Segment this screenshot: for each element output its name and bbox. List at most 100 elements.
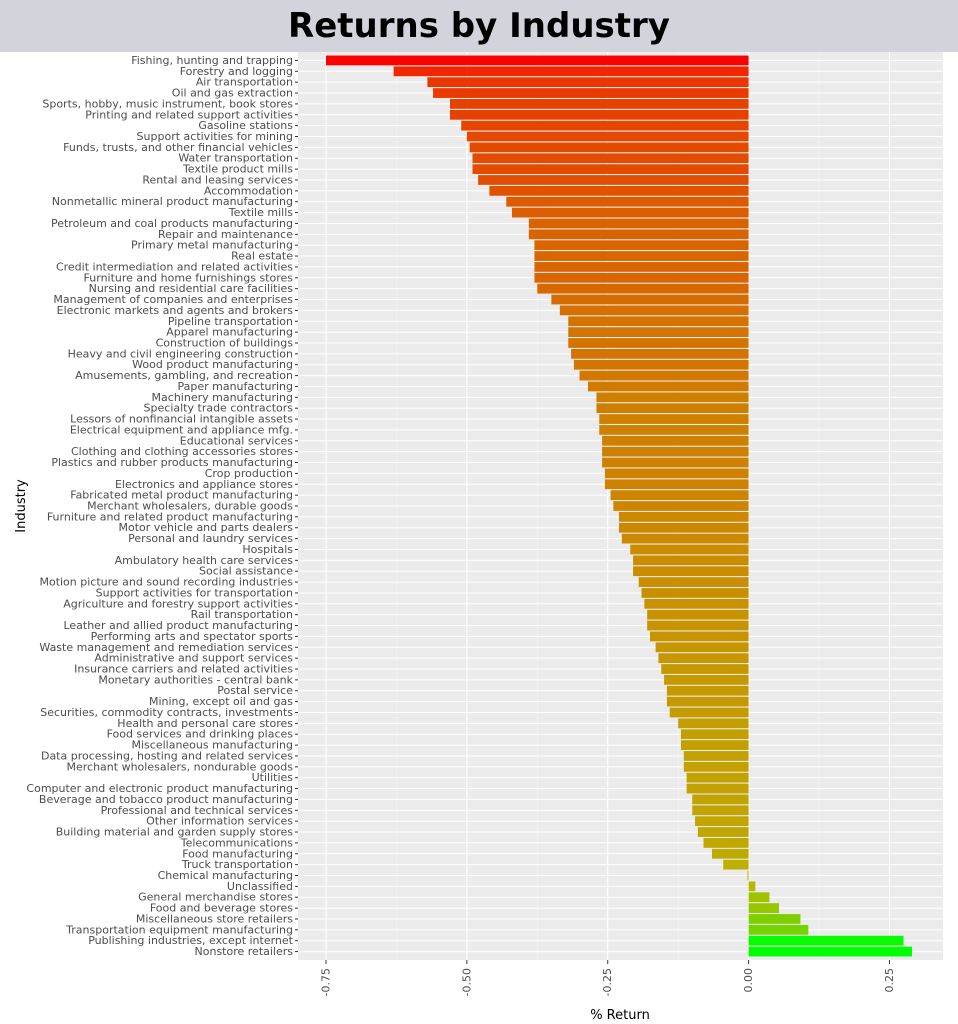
bar [599,414,749,424]
bar [680,740,749,750]
bar [647,609,749,620]
bar [723,859,749,870]
category-label: Chemical manufacturing [158,869,293,882]
bar [551,294,749,305]
bar [711,848,749,859]
bar [748,946,912,957]
bar [748,892,770,903]
category-label: Electrical equipment and appliance mfg. [70,423,293,436]
bar [686,783,749,794]
bar [469,142,749,153]
category-label: Air transportation [196,76,293,89]
category-label: Motor vehicle and parts dealers [118,521,293,534]
x-axis-title: % Return [590,1008,650,1023]
category-label: Oil and gas extraction [172,87,293,100]
category-label: Hospitals [242,543,293,556]
bar [573,359,749,370]
category-label: Management of companies and enterprises [53,293,293,306]
category-label: Gasoline stations [198,119,293,132]
bar [655,642,749,653]
bar [748,935,904,946]
category-label: Pipeline transportation [168,315,293,328]
category-label: Furniture and home furnishings stores [84,271,294,284]
category-label: Credit intermediation and related activi… [56,260,293,273]
category-label: Printing and related support activities [85,108,293,121]
bar [680,729,749,740]
category-label: Amusements, gambling, and recreation [75,369,293,382]
bar [610,490,749,501]
bar [633,555,749,566]
bar [506,196,749,207]
bar [571,348,749,359]
category-label: Merchant wholesalers, durable goods [87,500,293,513]
bar [449,109,749,120]
category-label: Food manufacturing [182,847,293,860]
category-label: Professional and technical services [101,804,294,817]
category-label: Nonmetallic mineral product manufacturin… [52,195,293,208]
bar [466,131,749,142]
category-label: Securities, commodity contracts, investm… [40,706,293,719]
bar [683,761,749,772]
category-label: Heavy and civil engineering construction [68,347,293,360]
bar [472,153,749,164]
bar [703,838,749,848]
bar [692,794,749,805]
bar [641,588,749,598]
x-tick-label: -0.25 [601,968,614,996]
bar [619,522,749,533]
bar [661,664,749,674]
category-label: Plastics and rubber products manufacturi… [51,456,293,469]
bar [568,327,749,338]
bar [664,674,749,685]
category-label: Real estate [231,250,293,263]
category-label: Publishing industries, except internet [88,934,293,947]
category-label: Agriculture and forestry support activit… [63,597,293,610]
category-label: Transportation equipment manufacturing [65,923,293,936]
category-label: Leather and allied product manufacturing [63,619,293,632]
bar [666,685,749,696]
category-label: Electronic markets and agents and broker… [57,304,294,317]
category-label: Educational services [180,434,293,447]
bar [596,403,749,414]
x-axis-ticks: -0.75 -0.50 -0.25 0.00 0.25 [320,960,896,996]
bar [489,185,749,196]
category-label: Funds, trusts, and other financial vehic… [63,141,293,154]
bar [638,577,749,587]
category-label: Fishing, hunting and trapping [131,54,293,67]
category-label: Support activities for mining [137,130,293,143]
category-label: Textile mills [228,206,294,219]
bar [683,751,749,761]
bar [559,305,749,316]
bars-layer [326,55,912,957]
category-label: Mining, except oil and gas [149,695,293,708]
bar [602,446,749,457]
bar [599,425,749,435]
bar [604,468,749,479]
category-label: Clothing and clothing accessories stores [71,445,293,458]
category-label: Other information services [146,815,293,828]
category-label: Data processing, hosting and related ser… [41,749,293,762]
category-label: Furniture and related product manufactur… [47,510,293,523]
category-label: Sports, hobby, music instrument, book st… [42,97,293,110]
bar [449,99,749,109]
category-label: Support activities for transportation [96,586,293,599]
category-label: Primary metal manufacturing [131,239,293,252]
chart-title: Returns by Industry [288,6,670,46]
category-label: Monetary authorities - central bank [98,673,293,686]
category-label: Accommodation [204,184,293,197]
category-label: Forestry and logging [180,65,293,78]
category-label: Food and beverage stores [150,902,293,915]
bar [621,533,749,544]
category-label: Paper manufacturing [177,380,293,393]
bar [537,283,749,294]
bar [697,827,749,837]
bar [748,903,780,913]
category-label: Performing arts and spectator sports [91,630,294,643]
bar [748,881,756,892]
bar [534,251,749,261]
category-label: Specialty trade contractors [144,402,294,415]
category-label: Computer and electronic product manufact… [26,782,293,795]
bar [568,338,749,348]
bar [748,924,809,935]
